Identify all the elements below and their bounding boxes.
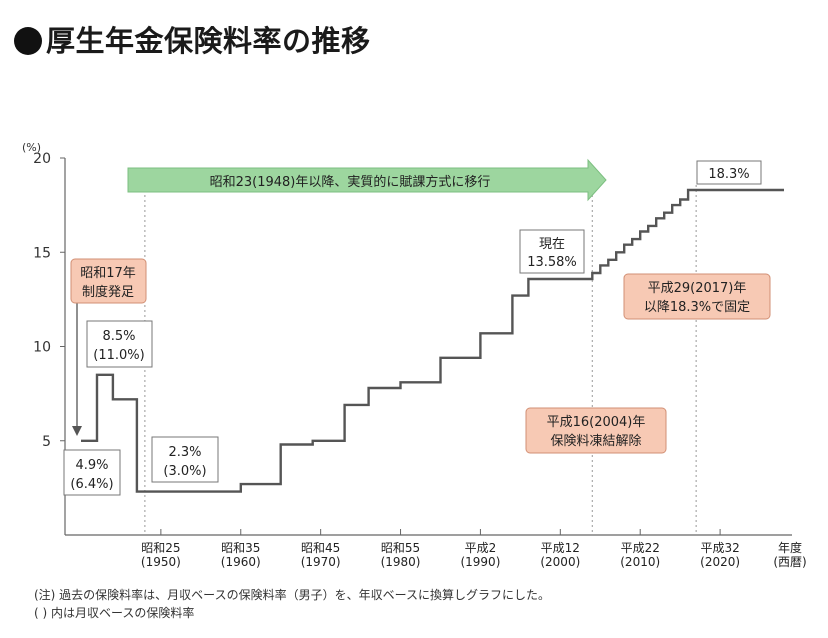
y-tick-label: 5 bbox=[42, 434, 51, 450]
footnote-1: (注) 過去の保険料率は、月収ベースの保険料率（男子）を、年収ベースに換算しグラ… bbox=[34, 588, 550, 602]
x-tick-label-era: 平成12 bbox=[541, 541, 580, 555]
x-tick-label-year: (2020) bbox=[700, 555, 740, 569]
start-box: 昭和17年 制度発足 bbox=[70, 258, 147, 304]
x-tick-label-year: (2000) bbox=[540, 555, 580, 569]
reference-lines bbox=[144, 185, 697, 535]
current-box: 現在 13.58% bbox=[519, 229, 585, 274]
v1948-line1: 8.5% bbox=[102, 329, 135, 344]
freeze-box: 平成16(2004)年 保険料凍結解除 bbox=[525, 407, 667, 454]
v1948-box: 8.5% (11.0%) bbox=[86, 320, 153, 368]
v1954-box: 2.3% (3.0%) bbox=[151, 436, 219, 483]
v1942-box: 4.9% (6.4%) bbox=[63, 449, 121, 496]
x-ticks: 昭和25(1950) 昭和35(1960) 昭和45(1970) 昭和55(1980)… bbox=[141, 529, 740, 569]
x-tick-label-year: (1950) bbox=[141, 555, 181, 569]
bullet-icon bbox=[14, 27, 42, 55]
x-tick-label-era: 平成2 bbox=[465, 541, 497, 555]
freeze-line2: 保険料凍結解除 bbox=[550, 433, 641, 449]
x-tick-label-era: 昭和55 bbox=[381, 541, 420, 555]
y-tick-label: 20 bbox=[33, 151, 51, 167]
final-value: 18.3% bbox=[708, 167, 749, 182]
x-axis-label-line1: 年度 bbox=[778, 540, 802, 555]
x-tick-label-year: (1980) bbox=[381, 555, 421, 569]
x-tick-label-era: 平成22 bbox=[621, 541, 660, 555]
x-tick-label-year: (2010) bbox=[620, 555, 660, 569]
x-tick-label-era: 平成32 bbox=[700, 541, 739, 555]
x-tick-label-year: (1990) bbox=[460, 555, 500, 569]
rate-step-line bbox=[81, 188, 784, 493]
y-tick-label: 15 bbox=[33, 245, 51, 261]
chart-title-text: 厚生年金保険料率の推移 bbox=[46, 24, 371, 58]
v1954-line1: 2.3% bbox=[168, 445, 201, 460]
v1954-line2: (3.0%) bbox=[163, 464, 206, 479]
regime-arrow: 昭和23(1948)年以降、実質的に賦課方式に移行 bbox=[127, 158, 607, 202]
x-tick-label-era: 昭和45 bbox=[301, 541, 340, 555]
v1942-line1: 4.9% bbox=[75, 458, 108, 473]
freeze-line1: 平成16(2004)年 bbox=[547, 415, 646, 430]
fixed-line1: 平成29(2017)年 bbox=[648, 281, 747, 296]
y-tick-label: 10 bbox=[33, 340, 51, 356]
regime-arrow-text: 昭和23(1948)年以降、実質的に賦課方式に移行 bbox=[210, 174, 491, 190]
start-arrow bbox=[72, 303, 82, 436]
y-unit-label: (%) bbox=[22, 141, 41, 154]
final-box: 18.3% bbox=[696, 160, 762, 185]
x-tick-label-era: 昭和35 bbox=[221, 541, 260, 555]
v1948-line2: (11.0%) bbox=[93, 348, 144, 363]
x-tick-label-year: (1970) bbox=[301, 555, 341, 569]
current-line1: 現在 bbox=[539, 237, 565, 252]
start-box-line1: 昭和17年 bbox=[80, 266, 136, 281]
fixed-box: 平成29(2017)年 以降18.3%で固定 bbox=[623, 273, 771, 320]
x-axis-label-line2: (西暦) bbox=[773, 555, 806, 569]
y-ticks: 5 10 15 20 bbox=[33, 151, 65, 450]
x-tick-label-year: (1960) bbox=[221, 555, 261, 569]
chart-title: 厚生年金保険料率の推移 bbox=[14, 18, 371, 60]
x-tick-label-era: 昭和25 bbox=[141, 541, 180, 555]
start-box-line2: 制度発足 bbox=[82, 284, 134, 300]
footnote-2: ( ) 内は月収ベースの保険料率 bbox=[34, 606, 195, 620]
v1942-line2: (6.4%) bbox=[70, 477, 113, 492]
current-line2: 13.58% bbox=[527, 255, 577, 270]
fixed-line2: 以降18.3%で固定 bbox=[644, 300, 750, 315]
